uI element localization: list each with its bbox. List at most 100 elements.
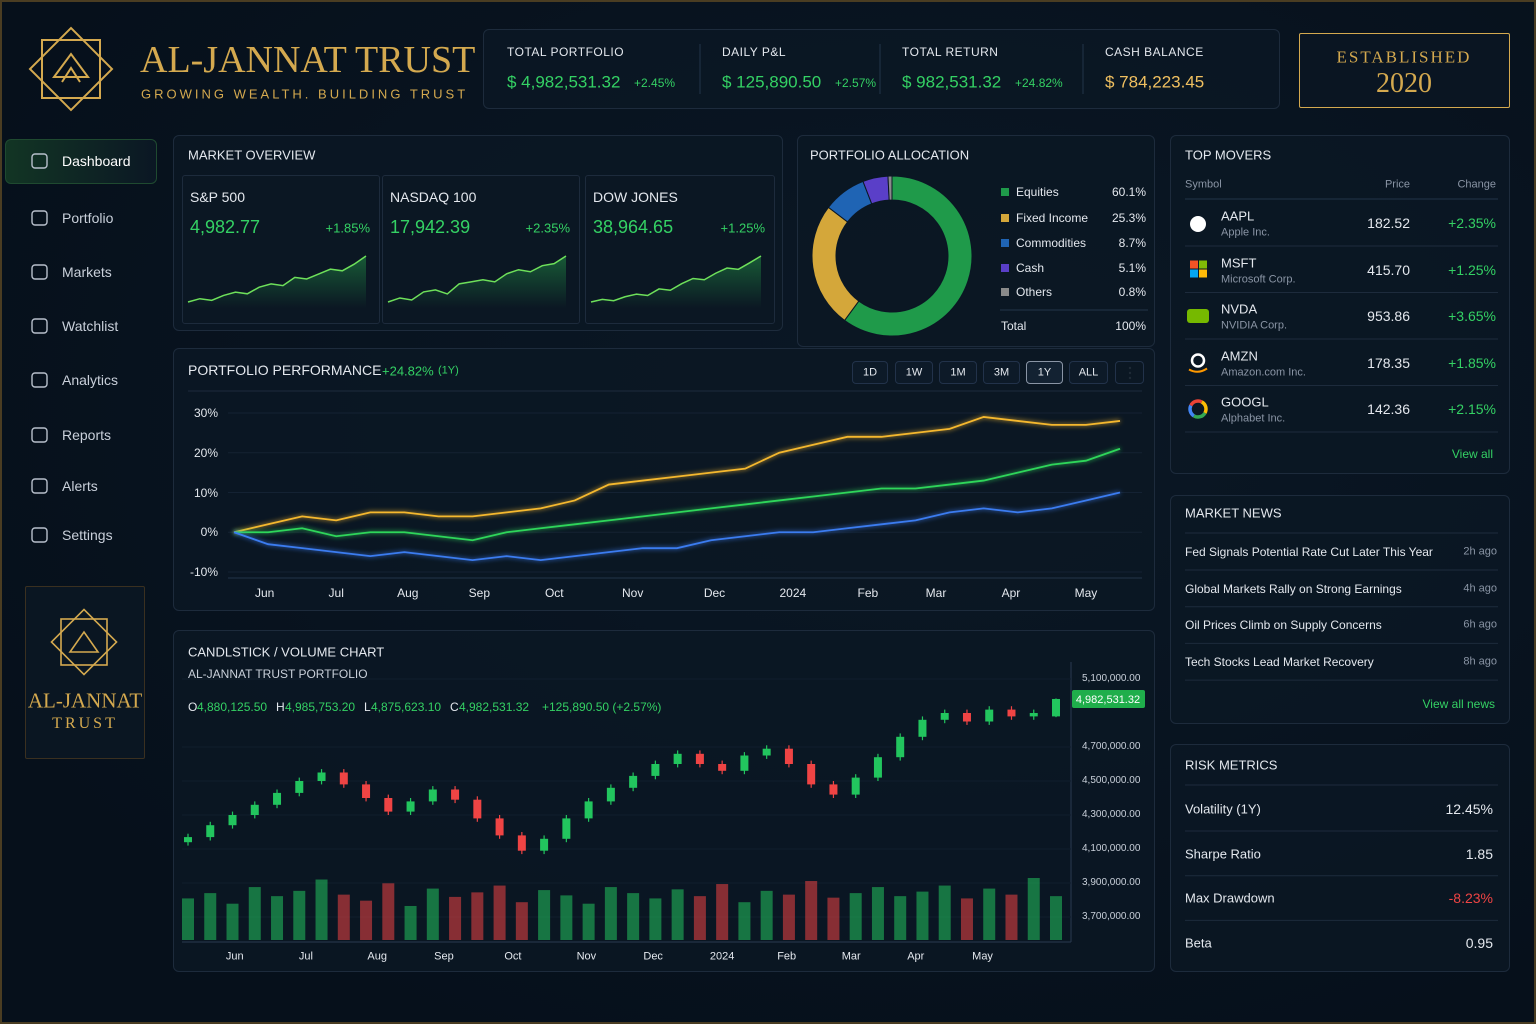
x-tick-label: May (1074, 586, 1098, 600)
range-label[interactable]: 1M (950, 366, 966, 379)
x-tick-label: Sep (468, 586, 491, 600)
x-tick-label: Nov (576, 950, 597, 963)
news-headline[interactable]: Fed Signals Potential Rate Cut Later Thi… (1185, 545, 1433, 559)
candle-body (451, 789, 460, 800)
range-label[interactable]: 3M (993, 366, 1010, 379)
nav-icon (31, 527, 48, 543)
readout-value: 4,880,125.50 (197, 700, 268, 714)
performance-line (233, 416, 1121, 534)
volume-bar (849, 893, 862, 940)
volume-bar (938, 885, 951, 940)
index-name: DOW JONES (593, 189, 678, 205)
view-all-link[interactable]: View all (1451, 447, 1493, 461)
candle-body (829, 784, 838, 795)
panel-title: CANDLSTICK / VOLUME CHART (188, 644, 385, 660)
candle-body (339, 772, 348, 785)
index-change: +1.25% (720, 220, 765, 236)
candle-body (873, 757, 882, 778)
volume-bar (560, 895, 573, 940)
index-change: +1.85% (325, 220, 370, 236)
microsoft-icon (1190, 269, 1198, 278)
range-label[interactable]: 1W (905, 366, 923, 379)
candle-body (206, 825, 215, 838)
index-name: S&P 500 (190, 189, 246, 205)
risk-value: 0.95 (1465, 935, 1493, 952)
candle-body (362, 784, 371, 798)
sparkline-area (388, 256, 566, 308)
legend-swatch (1001, 239, 1009, 247)
candle-body (606, 787, 615, 802)
x-tick-label: 2024 (779, 586, 807, 600)
nav-item[interactable]: Portfolio (62, 210, 114, 226)
company: Microsoft Corp. (1221, 273, 1296, 285)
range-label[interactable]: 1D (862, 366, 878, 379)
x-tick-label: Nov (622, 586, 644, 600)
candle-body (584, 801, 593, 819)
y-tick-label: 4,500,000.00 (1082, 775, 1141, 786)
candle-body (184, 837, 192, 843)
donut-slice (811, 206, 860, 322)
candle-body (540, 838, 549, 851)
chart-subtitle-period: (1Y) (438, 364, 459, 377)
volume-bar (782, 894, 795, 940)
legend-label: Others (1016, 285, 1053, 299)
company: Apple Inc. (1221, 226, 1270, 239)
news-headline[interactable]: Oil Prices Climb on Supply Concerns (1185, 618, 1382, 633)
amazon-icon (1190, 353, 1206, 368)
legend-label: Fixed Income (1016, 211, 1089, 225)
volume-bar (360, 900, 373, 940)
news-headline[interactable]: Global Markets Rally on Strong Earnings (1185, 581, 1402, 596)
news-headline[interactable]: Tech Stocks Lead Market Recovery (1185, 655, 1374, 670)
established-year: 2020 (1376, 68, 1432, 99)
risk-label: Sharpe Ratio (1185, 846, 1261, 862)
range-button (939, 361, 977, 384)
apple-icon (1190, 216, 1206, 232)
range-button (895, 361, 933, 384)
y-tick-label: 10% (193, 485, 218, 500)
price: 182.52 (1367, 215, 1410, 231)
x-tick-label: Mar (925, 586, 947, 600)
nav-item[interactable]: Settings (62, 527, 113, 543)
candle-body (384, 798, 393, 812)
amazon-smile (1188, 367, 1208, 373)
risk-label: Beta (1185, 935, 1212, 951)
last-price-label: 4,982,531.32 (1076, 694, 1140, 706)
change: +2.35% (1448, 215, 1496, 231)
nav-icon (31, 478, 48, 494)
company: Amazon.com Inc. (1221, 366, 1306, 378)
kpi-label: TOTAL PORTFOLIO (507, 45, 625, 59)
readout-value: 4,985,753.20 (285, 700, 356, 714)
x-tick-label: May (972, 950, 993, 963)
candle-body (784, 748, 793, 764)
x-tick-label: Feb (857, 586, 879, 600)
x-tick-label: Jul (328, 586, 344, 600)
y-tick-label: 30% (193, 405, 218, 420)
nav-item[interactable]: Dashboard (62, 153, 131, 169)
nav-item[interactable]: Analytics (62, 372, 119, 388)
google-icon (1200, 400, 1208, 414)
nav-item[interactable]: Reports (62, 427, 112, 443)
readout-change: +125,890.50 (+2.57%) (542, 700, 662, 714)
kpi-label: DAILY P&L (722, 45, 787, 59)
volume-bar (1050, 896, 1062, 940)
readout-value: 4,875,623.10 (371, 700, 442, 714)
total-label: Total (1001, 319, 1027, 333)
range-label[interactable]: ALL (1078, 366, 1099, 379)
sparkline (590, 255, 762, 303)
y-tick-label: 3,900,000.00 (1082, 877, 1141, 888)
sparkline (187, 255, 367, 303)
nav-item[interactable]: Markets (62, 264, 112, 280)
candle-body (317, 772, 326, 781)
nav-item[interactable]: Watchlist (62, 318, 119, 334)
index-value: 38,964.65 (593, 217, 674, 237)
volume-bar (916, 891, 929, 940)
volume-bar (315, 879, 328, 940)
view-all-news-link[interactable]: View all news (1422, 697, 1495, 711)
range-label[interactable]: 1Y (1037, 366, 1052, 379)
panel-title: MARKET NEWS (1185, 505, 1282, 521)
candle-body (495, 818, 504, 836)
nav-icon (31, 153, 48, 169)
legend-value: 60.1% (1111, 185, 1146, 199)
nav-item[interactable]: Alerts (62, 478, 98, 494)
